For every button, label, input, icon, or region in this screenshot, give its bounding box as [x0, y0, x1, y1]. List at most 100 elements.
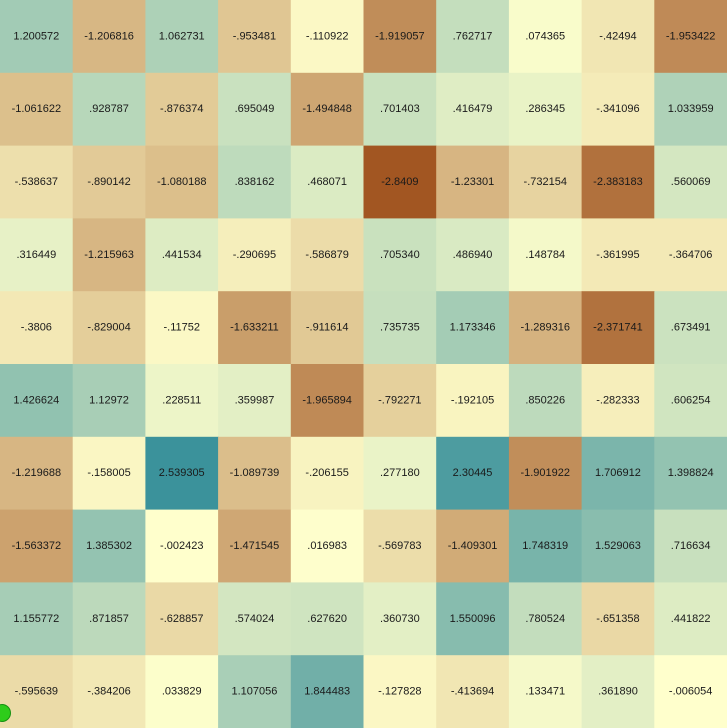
heatmap-cell-r7-c2: [145, 509, 219, 583]
heatmap-cell-label-r4-c6: 1.173346: [450, 322, 496, 334]
heatmap-cell-label-r5-c7: .850226: [525, 394, 565, 406]
heatmap-cell-label-r3-c9: -.364706: [669, 249, 712, 261]
heatmap-cell-r0-c4: [290, 0, 365, 74]
heatmap-cell-r5-c7: [508, 364, 583, 438]
heatmap-cell-label-r2-c3: .838162: [235, 176, 275, 188]
heatmap-cell-label-r1-c8: -.341096: [596, 103, 639, 115]
heatmap-cell-label-r9-c8: .361890: [598, 686, 638, 698]
heatmap-cell-label-r6-c7: -1.901922: [520, 467, 570, 479]
heatmap-cell-label-r0-c1: -1.206816: [84, 30, 134, 42]
heatmap-cell-r3-c9: [654, 218, 727, 292]
heatmap-cell-label-r6-c8: 1.706912: [595, 467, 641, 479]
heatmap-cell-label-r8-c7: .780524: [525, 613, 565, 625]
heatmap-cell-label-r7-c6: -1.409301: [448, 540, 498, 552]
heatmap-cell-r5-c2: [145, 364, 219, 438]
heatmap-cell-r9-c3: [218, 655, 292, 728]
heatmap-cell-r6-c4: [290, 436, 365, 511]
heatmap-cell-r2-c7: [508, 145, 583, 219]
heatmap-cell-r5-c6: [436, 364, 510, 438]
heatmap-cell-label-r5-c6: -.192105: [451, 394, 494, 406]
heatmap-cell-r3-c6: [436, 218, 510, 292]
heatmap-cell-r5-c0: [0, 364, 74, 438]
heatmap-cell-label-r3-c0: .316449: [16, 249, 56, 261]
heatmap-cell-r5-c9: [654, 364, 727, 438]
heatmap-cell-label-r7-c0: -1.563372: [12, 540, 62, 552]
heatmap-cell-r8-c6: [436, 582, 510, 656]
heatmap-cell-label-r7-c4: .016983: [307, 540, 347, 552]
heatmap-cell-label-r6-c6: 2.30445: [453, 467, 493, 479]
heatmap-cell-label-r8-c3: .574024: [235, 613, 275, 625]
heatmap-cell-r1-c2: [145, 72, 219, 147]
heatmap-cell-r5-c3: [218, 364, 292, 438]
heatmap-cell-r1-c7: [508, 72, 583, 147]
heatmap-cell-r4-c7: [508, 291, 583, 365]
heatmap-cell-label-r7-c9: .716634: [671, 540, 711, 552]
heatmap-cell-r7-c5: [363, 509, 437, 583]
heatmap-cell-r2-c4: [290, 145, 365, 219]
heatmap-cell-label-r7-c2: -.002423: [160, 540, 203, 552]
heatmap-cell-r2-c3: [218, 145, 292, 219]
heatmap-cell-r9-c5: [363, 655, 437, 728]
heatmap-cell-label-r9-c9: -.006054: [669, 686, 712, 698]
heatmap-cell-r7-c1: [72, 509, 146, 583]
heatmap-cell-r0-c1: [72, 0, 146, 74]
heatmap-cell-r2-c6: [436, 145, 510, 219]
heatmap-cell-label-r2-c5: -2.8409: [381, 176, 418, 188]
heatmap-cell-label-r5-c2: .228511: [162, 394, 201, 406]
heatmap-cell-r3-c1: [72, 218, 146, 292]
heatmap-cell-label-r2-c0: -.538637: [15, 176, 58, 188]
heatmap-cell-label-r0-c8: -.42494: [599, 30, 636, 42]
heatmap-cell-label-r5-c5: -.792271: [378, 394, 421, 406]
heatmap-cell-label-r6-c9: 1.398824: [668, 467, 714, 479]
heatmap-cell-label-r1-c3: .695049: [235, 103, 275, 115]
heatmap-cell-label-r9-c6: -.413694: [451, 686, 494, 698]
heatmap-cell-label-r4-c1: -.829004: [87, 322, 130, 334]
heatmap-cell-r0-c5: [363, 0, 437, 74]
heatmap-cell-label-r4-c8: -2.371741: [593, 322, 643, 334]
heatmap-cell-label-r2-c1: -.890142: [87, 176, 130, 188]
heatmap-cell-label-r5-c3: .359987: [235, 394, 275, 406]
heatmap-cell-label-r5-c4: -1.965894: [302, 394, 352, 406]
heatmap-cell-label-r1-c9: 1.033959: [668, 103, 714, 115]
heatmap-cell-label-r4-c3: -1.633211: [230, 322, 279, 334]
heatmap-cell-r1-c3: [218, 72, 292, 147]
heatmap-cell-r3-c3: [218, 218, 292, 292]
heatmap-cell-r0-c3: [218, 0, 292, 74]
heatmap-cell-label-r3-c8: -.361995: [596, 249, 639, 261]
heatmap-cell-label-r7-c1: 1.385302: [86, 540, 132, 552]
heatmap-cell-r4-c6: [436, 291, 510, 365]
heatmap-cell-label-r9-c3: 1.107056: [232, 686, 278, 698]
heatmap-cell-label-r4-c0: -.3806: [21, 322, 52, 334]
heatmap-cell-r3-c4: [290, 218, 365, 292]
heatmap-cell-label-r8-c8: -.651358: [596, 613, 639, 625]
heatmap-cell-r7-c3: [218, 509, 292, 583]
heatmap-cell-r7-c8: [581, 509, 655, 583]
heatmap-cell-r6-c7: [508, 436, 583, 511]
heatmap-cell-r0-c2: [145, 0, 219, 74]
heatmap-cell-r2-c9: [654, 145, 727, 219]
heatmap-cell-label-r1-c7: .286345: [525, 103, 565, 115]
heatmap-cell-r7-c0: [0, 509, 74, 583]
heatmap-cell-label-r1-c4: -1.494848: [302, 103, 352, 115]
heatmap-cell-r1-c9: [654, 72, 727, 147]
heatmap-cell-r5-c8: [581, 364, 655, 438]
heatmap-cell-r8-c9: [654, 582, 727, 656]
heatmap-cell-r4-c1: [72, 291, 146, 365]
heatmap-cell-r2-c0: [0, 145, 74, 219]
heatmap-cell-r0-c6: [436, 0, 510, 74]
heatmap-cell-r2-c8: [581, 145, 655, 219]
heatmap-cell-label-r1-c1: .928787: [89, 103, 129, 115]
heatmap-cell-r9-c2: [145, 655, 219, 728]
heatmap-cell-label-r3-c6: .486940: [453, 249, 493, 261]
heatmap-cell-r0-c0: [0, 0, 74, 74]
heatmap-cell-label-r6-c0: -1.219688: [12, 467, 62, 479]
heatmap-cell-r6-c5: [363, 436, 437, 511]
heatmap-cell-label-r9-c2: .033829: [162, 686, 202, 698]
heatmap-cell-label-r2-c4: .468071: [307, 176, 347, 188]
heatmap-cell-r8-c7: [508, 582, 583, 656]
heatmap-cell-r3-c8: [581, 218, 655, 292]
heatmap-cell-label-r8-c9: .441822: [671, 613, 711, 625]
heatmap-cell-label-r7-c7: 1.748319: [522, 540, 568, 552]
heatmap-cell-r6-c0: [0, 436, 74, 511]
heatmap-cell-r6-c6: [436, 436, 510, 511]
